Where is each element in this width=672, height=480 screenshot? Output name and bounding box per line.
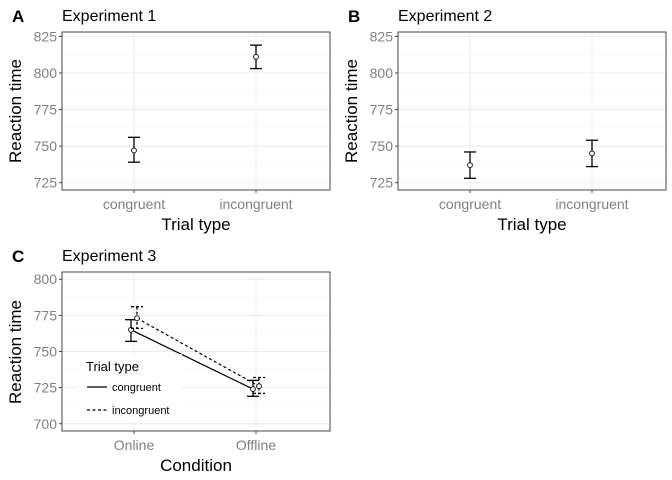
panel-a-data-point: [253, 54, 259, 60]
panel-c-y-axis-title: Reaction time: [6, 300, 25, 404]
panel-b-y-tick-label: 725: [370, 175, 394, 191]
panel-c-series-line-congruent: [130, 329, 254, 390]
panel-a-plot-area: 725 750 775 800 825 congruent incongruent: [34, 28, 331, 212]
panel-b-y-tick-label: 800: [370, 65, 394, 81]
panel-c-data-point: [134, 315, 140, 322]
legend: Trial type congruent incongruent: [78, 354, 182, 422]
panel-c-title: Experiment 3: [62, 248, 156, 265]
panel-c-y-tick-label: 775: [34, 307, 58, 323]
legend-label-incongruent: incongruent: [112, 405, 170, 417]
panel-c: C Experiment 3 Reaction time Condition 7…: [6, 247, 331, 475]
legend-title: Trial type: [86, 359, 139, 374]
panel-a-y-tick-label: 725: [34, 175, 58, 191]
panel-c-y-tick-label: 800: [34, 271, 58, 287]
panel-c-x-tick-label: Online: [114, 437, 155, 453]
panel-b-y-tick-label: 775: [370, 102, 394, 118]
panel-a-x-axis-title: Trial type: [161, 215, 230, 234]
panel-b: B Experiment 2 Reaction time Trial type …: [342, 7, 667, 234]
panel-a-y-tick-label: 750: [34, 138, 58, 154]
panel-c-x-tick-label: Offline: [236, 437, 276, 453]
panel-a-title: Experiment 1: [62, 8, 156, 25]
panel-a: A Experiment 1 Reaction time Trial type …: [6, 7, 331, 234]
panel-c-y-tick-label: 700: [34, 416, 58, 432]
panel-b-x-axis-title: Trial type: [497, 215, 566, 234]
panel-b-y-axis-title: Reaction time: [342, 59, 361, 163]
legend-background: [78, 354, 182, 422]
panel-a-y-tick-label: 825: [34, 28, 58, 44]
panel-a-data-point: [131, 147, 137, 154]
panel-c-panel-border: [61, 271, 331, 432]
panel-b-data-point: [589, 150, 595, 157]
panel-c-y-tick-label: 750: [34, 344, 58, 360]
panel-b-panel-border: [397, 31, 667, 191]
panel-c-y-tick-label: 725: [34, 380, 58, 396]
panel-a-y-axis-title: Reaction time: [6, 59, 25, 163]
panel-b-y-tick-label: 825: [370, 28, 394, 44]
panel-c-series-line-incongruent: [136, 317, 260, 387]
panel-b-plot-area: 725 750 775 800 825 congruent incongruent: [370, 28, 667, 212]
panel-a-letter: A: [12, 7, 24, 26]
panel-a-x-tick-label: congruent: [103, 196, 165, 212]
panel-c-plot-area: 700 725 750 775 800 Online Offline: [34, 271, 331, 453]
panel-a-y-tick-label: 775: [34, 102, 58, 118]
panel-b-letter: B: [348, 7, 360, 26]
panel-c-x-axis-title: Condition: [160, 456, 232, 475]
panel-b-x-tick-label: congruent: [439, 196, 501, 212]
panel-c-data-point: [256, 383, 262, 390]
panel-b-x-tick-label: incongruent: [555, 196, 628, 212]
panel-a-x-tick-label: incongruent: [219, 196, 292, 212]
panel-b-y-tick-label: 750: [370, 138, 394, 154]
panel-a-y-tick-label: 800: [34, 65, 58, 81]
panel-b-data-point: [467, 162, 473, 168]
panel-a-panel-border: [61, 31, 331, 191]
legend-label-congruent: congruent: [112, 382, 161, 394]
panel-b-title: Experiment 2: [398, 8, 492, 25]
panel-c-data-point: [250, 386, 256, 392]
panel-c-letter: C: [12, 247, 24, 266]
